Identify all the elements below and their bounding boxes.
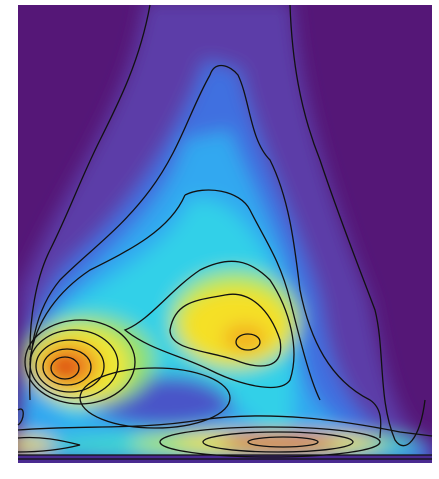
heatmap [18,5,432,463]
contour-lines [17,4,433,460]
